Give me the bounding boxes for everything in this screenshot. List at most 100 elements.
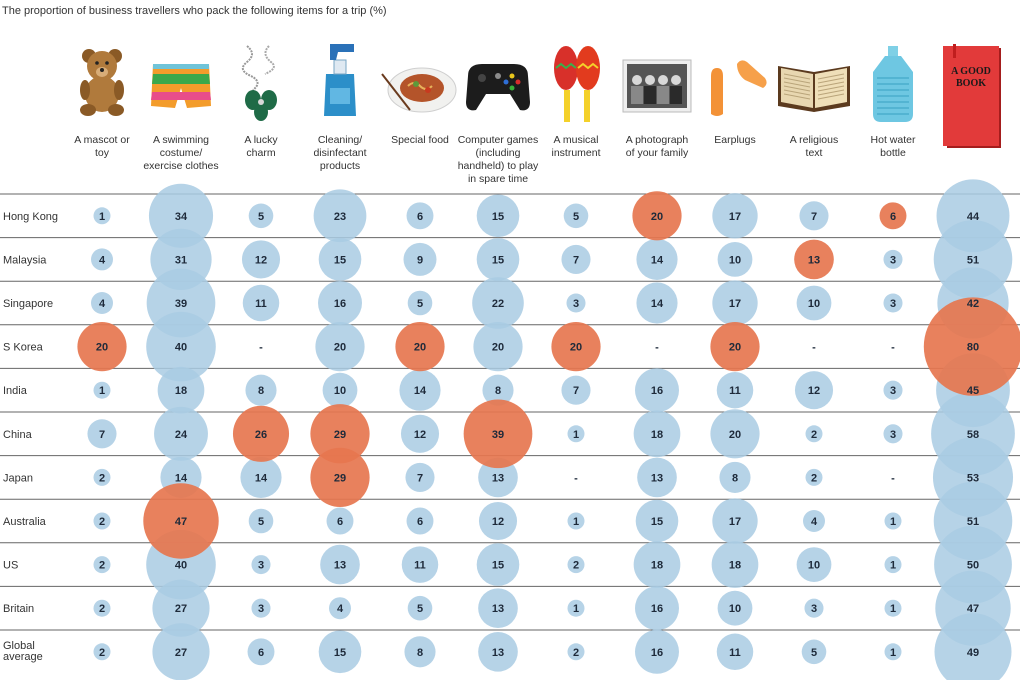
bubble xyxy=(635,629,679,674)
bubble xyxy=(796,547,832,582)
row-label: India xyxy=(3,385,28,397)
bubble xyxy=(245,374,277,406)
bubble xyxy=(561,375,591,405)
bubble xyxy=(716,371,754,409)
value-label: 26 xyxy=(255,429,267,441)
value-label: 3 xyxy=(258,560,264,572)
value-label: 1 xyxy=(99,385,105,397)
value-label: 12 xyxy=(492,516,504,528)
family-photo-icon xyxy=(622,59,692,113)
bubble xyxy=(567,425,585,443)
value-label: 13 xyxy=(334,560,346,572)
bubble xyxy=(247,638,275,666)
bubble xyxy=(566,293,586,313)
value-label: 3 xyxy=(258,603,264,615)
value-label: 18 xyxy=(651,429,663,441)
bubble xyxy=(884,556,902,574)
value-label: 14 xyxy=(651,298,664,310)
value-label: 50 xyxy=(967,560,979,572)
value-label: 1 xyxy=(890,603,896,615)
column-label: bottle xyxy=(880,147,906,159)
value-label: 6 xyxy=(890,211,896,223)
value-label: 44 xyxy=(967,211,980,223)
bubble xyxy=(148,183,214,248)
bubble xyxy=(561,244,591,274)
value-label: 6 xyxy=(417,211,423,223)
value-label: 3 xyxy=(890,429,896,441)
value-label: 13 xyxy=(492,647,504,659)
value-label: 17 xyxy=(729,516,741,528)
value-label: 1 xyxy=(890,647,896,659)
value-label: 12 xyxy=(255,254,267,266)
bubble xyxy=(794,371,834,410)
column-label: disinfectant xyxy=(313,147,366,159)
value-label: 11 xyxy=(414,560,426,572)
bubble xyxy=(248,203,274,229)
value-label: 24 xyxy=(175,429,188,441)
value-label: 2 xyxy=(811,429,817,441)
value-label: 51 xyxy=(967,254,979,266)
bubble xyxy=(883,424,903,444)
value-label: 14 xyxy=(414,385,427,397)
column-label: A religious xyxy=(790,134,838,146)
bubble xyxy=(476,543,520,586)
row-label: average xyxy=(3,651,43,663)
value-label: 3 xyxy=(573,298,579,310)
column-label: toy xyxy=(95,147,110,159)
bubble-highlight xyxy=(710,322,760,372)
bubble-highlight xyxy=(879,202,907,230)
row-label: S Korea xyxy=(3,342,44,354)
row-label: China xyxy=(3,429,33,441)
bubble xyxy=(154,406,208,461)
value-label: 5 xyxy=(573,211,579,223)
teddy-bear-icon xyxy=(80,49,124,116)
spray-bottle-icon xyxy=(324,44,356,116)
bubble-highlight xyxy=(463,399,533,469)
bubble-highlight xyxy=(923,297,1020,396)
bubble xyxy=(476,238,520,281)
bubble xyxy=(407,290,433,316)
row-label: Global xyxy=(3,640,35,652)
value-label: - xyxy=(891,342,895,354)
value-label: 7 xyxy=(573,385,579,397)
bubble xyxy=(884,599,902,617)
value-label: 40 xyxy=(175,560,187,572)
bubble xyxy=(633,541,681,588)
value-label: 13 xyxy=(651,472,663,484)
value-label: 22 xyxy=(492,298,504,310)
value-label: 16 xyxy=(334,298,346,310)
value-label: 27 xyxy=(175,647,187,659)
value-label: 15 xyxy=(334,254,346,266)
column-label: handheld) to play xyxy=(458,160,539,172)
bubble-highlight xyxy=(310,404,370,464)
bubble xyxy=(883,380,903,400)
column-label: of your family xyxy=(626,147,689,159)
bubble xyxy=(712,193,758,239)
bubble xyxy=(883,249,903,269)
value-label: 2 xyxy=(99,647,105,659)
bubble xyxy=(711,541,759,588)
value-label: 15 xyxy=(651,516,663,528)
game-controller-icon xyxy=(466,64,530,111)
value-label: 29 xyxy=(334,429,346,441)
bubble xyxy=(326,507,354,535)
column-label: Special food xyxy=(391,134,449,146)
value-label: 10 xyxy=(808,298,820,310)
bubble xyxy=(322,372,358,408)
value-label: 6 xyxy=(258,647,264,659)
bubble xyxy=(401,546,439,583)
value-label: 39 xyxy=(492,429,504,441)
column-label: A swimming xyxy=(153,134,209,146)
bubble xyxy=(93,643,111,661)
column-label: charm xyxy=(246,147,275,159)
open-book-icon xyxy=(778,66,850,112)
value-label: 16 xyxy=(651,385,663,397)
row-label: Hong Kong xyxy=(3,211,58,223)
column-label: Computer games xyxy=(458,134,539,146)
bubble xyxy=(633,410,681,458)
value-label: - xyxy=(655,342,659,354)
bubble xyxy=(93,599,111,617)
bubble xyxy=(884,643,902,661)
